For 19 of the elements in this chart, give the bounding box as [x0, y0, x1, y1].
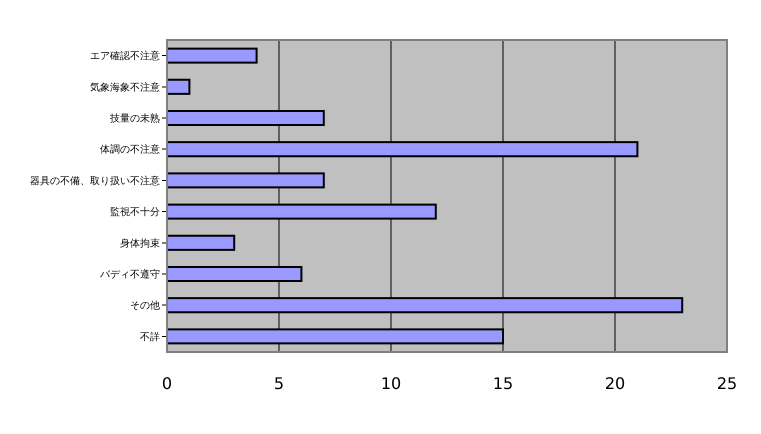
x-tick-label: 5 — [274, 374, 284, 393]
x-tick-label: 25 — [716, 374, 738, 393]
y-tick-label: バディ不遵守 — [99, 268, 160, 280]
bar — [167, 78, 190, 95]
x-tick-label: 15 — [492, 374, 514, 393]
y-tick-label: 監視不十分 — [110, 206, 160, 218]
y-tick-label: 器具の不備、取り扱い不注意 — [30, 174, 160, 187]
y-tick-label: 不詳 — [140, 330, 160, 343]
x-tick-label: 0 — [162, 374, 172, 393]
y-tick-label: 体調の不注意 — [100, 144, 160, 156]
bar — [167, 48, 258, 64]
x-tick-label: 20 — [604, 374, 626, 393]
y-tick-label: エア確認不注意 — [90, 50, 160, 62]
y-tick-label: 気象海象不注意 — [90, 81, 160, 94]
y-tick-label: その他 — [130, 300, 160, 312]
x-tick-label: 10 — [380, 374, 402, 393]
y-tick-label: 身体拘束 — [120, 237, 160, 250]
y-tick-label: 技量の未熟 — [109, 112, 160, 124]
bar — [167, 234, 236, 251]
